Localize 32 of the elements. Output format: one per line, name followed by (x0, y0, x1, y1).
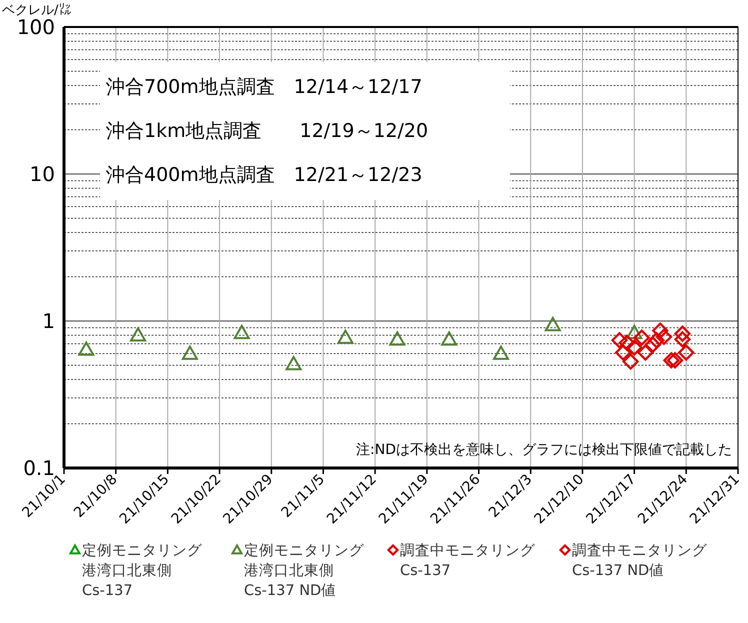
point (544, 316, 561, 332)
point (663, 352, 680, 368)
y-tick-label: 10 (30, 162, 55, 186)
y-axis-title: ベクレル/㍑ (2, 3, 72, 18)
point (626, 339, 642, 356)
annotation: 沖合1km地点調査 12/19～12/20 (106, 120, 428, 142)
point (611, 332, 628, 348)
legend-label: 定例モニタリング港湾口北東側Cs-137 (82, 542, 203, 599)
point (182, 346, 198, 360)
point (441, 331, 458, 346)
point (130, 327, 146, 342)
annotation: 沖合400m地点調査 12/21～12/23 (106, 164, 422, 186)
point (78, 341, 94, 356)
point (634, 330, 650, 346)
legend-label: 定例モニタリング港湾口北東側Cs-137 ND値 (244, 542, 365, 599)
y-tick-label: 0.1 (23, 456, 55, 480)
legend-label: 調査中モニタリングCs-137 ND値 (572, 542, 708, 579)
point (337, 330, 354, 344)
y-tick-label: 100 (16, 15, 55, 39)
legend-label: 調査中モニタリングCs-137 (400, 542, 536, 579)
point (492, 346, 509, 360)
point (626, 324, 642, 340)
point (286, 356, 302, 370)
annotation: 注:NDは不検出を意味し、グラフには検出下限値で記載した (356, 442, 732, 458)
point (389, 331, 406, 346)
point (618, 334, 635, 351)
y-tick-label: 1 (42, 309, 55, 333)
annotation: 沖合700m地点調査 12/14～12/17 (106, 76, 422, 98)
point (678, 344, 694, 361)
point (656, 328, 672, 345)
point (234, 324, 250, 340)
point (648, 332, 665, 348)
